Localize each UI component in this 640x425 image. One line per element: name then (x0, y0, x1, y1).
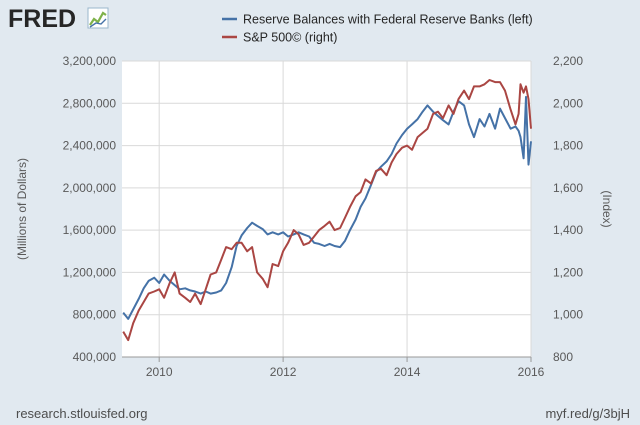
x-tick-label: 2010 (146, 365, 173, 379)
y-tick-label-left: 400,000 (73, 350, 117, 364)
source-link-right[interactable]: myf.red/g/3bjH (545, 406, 630, 421)
y-tick-label-right: 1,800 (553, 139, 583, 153)
y-tick-label-right: 1,400 (553, 223, 583, 237)
line-chart-icon (87, 7, 109, 29)
series-line-sp500 (122, 79, 532, 342)
y-tick-label-right: 1,600 (553, 181, 583, 195)
chart-legend: Reserve Balances with Federal Reserve Ba… (222, 13, 533, 45)
y-tick-label-left: 2,000,000 (63, 181, 117, 195)
y-tick-label-right: 1,000 (553, 308, 583, 322)
y-axis-title-left: (Millions of Dollars) (15, 158, 29, 260)
y-tick-label-right: 2,200 (553, 54, 583, 68)
legend-label-sp500: S&P 500© (right) (243, 31, 337, 45)
fred-logo[interactable]: FRED (8, 5, 109, 33)
y-axis-title-right: (Index) (600, 190, 614, 227)
data-series (122, 79, 532, 342)
legend-label-reserve: Reserve Balances with Federal Reserve Ba… (243, 13, 533, 27)
series-line-reserve-balances (122, 95, 532, 320)
source-link-left[interactable]: research.stlouisfed.org (16, 406, 148, 421)
y-tick-label-left: 2,400,000 (63, 139, 117, 153)
y-tick-label-right: 2,000 (553, 96, 583, 110)
x-tick-label: 2016 (518, 365, 545, 379)
plot-area (122, 61, 531, 357)
y-tick-label-left: 3,200,000 (63, 54, 117, 68)
y-tick-label-left: 1,200,000 (63, 265, 117, 279)
logo-text: FRED (8, 5, 76, 33)
y-tick-label-right: 800 (553, 350, 573, 364)
y-tick-label-left: 1,600,000 (63, 223, 117, 237)
x-tick-label: 2012 (270, 365, 297, 379)
x-tick-label: 2014 (394, 365, 421, 379)
axes: 400,000 800,000 1,200,000 1,600,000 2,000,00… (63, 54, 584, 379)
y-tick-label-right: 1,200 (553, 265, 583, 279)
y-tick-label-left: 2,800,000 (63, 96, 117, 110)
y-tick-label-left: 800,000 (73, 308, 117, 322)
